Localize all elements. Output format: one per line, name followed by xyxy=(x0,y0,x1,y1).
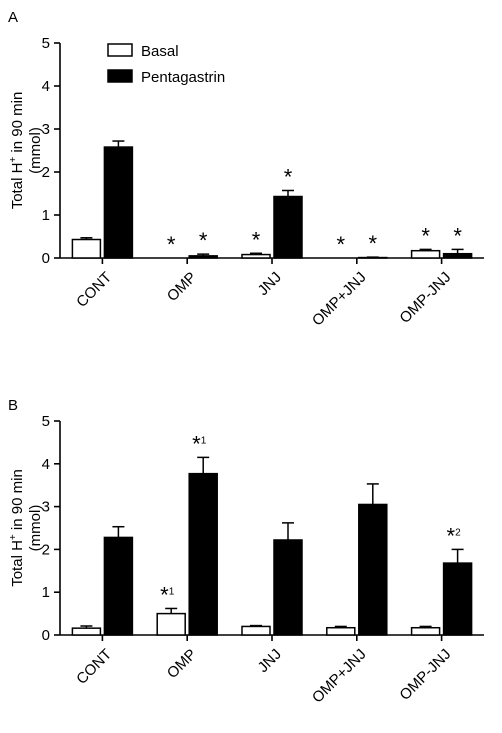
significance-marker: *2 xyxy=(447,523,462,548)
bar-basal-omp-jnj xyxy=(327,628,355,635)
bar-basal-omp-jnj xyxy=(412,628,440,635)
panel-label: A xyxy=(8,9,18,26)
bar-pentagastrin-omp-jnj xyxy=(444,254,472,258)
legend-swatch-basal xyxy=(108,44,132,56)
y-tick-label: 4 xyxy=(42,456,50,473)
x-tick-label: OMP xyxy=(164,269,200,305)
bar-pentagastrin-omp xyxy=(189,256,217,258)
bar-basal-jnj xyxy=(242,255,270,258)
x-tick-label: JNJ xyxy=(255,269,285,299)
legend-swatch-pentagastrin xyxy=(108,70,132,82)
legend-label-pentagastrin: Pentagastrin xyxy=(141,69,225,86)
y-tick-label: 0 xyxy=(42,627,50,644)
significance-marker: * xyxy=(337,232,346,257)
y-tick-label: 5 xyxy=(42,35,50,52)
bar-pentagastrin-jnj xyxy=(274,540,302,635)
x-tick-label: OMP xyxy=(164,646,200,682)
y-tick-label: 0 xyxy=(42,250,50,267)
y-tick-label: 2 xyxy=(42,541,50,558)
significance-marker: * xyxy=(369,231,378,256)
x-tick-label: CONT xyxy=(73,269,115,311)
bar-basal-omp-jnj xyxy=(412,251,440,258)
x-tick-label: JNJ xyxy=(255,646,285,676)
bar-basal-jnj xyxy=(242,626,270,635)
bar-pentagastrin-cont xyxy=(104,147,132,258)
y-tick-label: 5 xyxy=(42,413,50,430)
y-tick-label: 1 xyxy=(42,584,50,601)
bar-pentagastrin-omp-jnj xyxy=(444,563,472,635)
x-tick-label: OMP+JNJ xyxy=(309,269,370,330)
y-tick-label: 1 xyxy=(42,207,50,224)
y-tick-label: 3 xyxy=(42,121,50,138)
significance-marker: *1 xyxy=(192,431,207,456)
significance-marker: * xyxy=(421,223,430,248)
y-tick-label: 4 xyxy=(42,78,50,95)
significance-marker: * xyxy=(453,223,462,248)
y-tick-label: 2 xyxy=(42,164,50,181)
x-tick-label: OMP+JNJ xyxy=(309,646,370,707)
bar-pentagastrin-omp xyxy=(189,474,217,635)
y-axis-label-line1: Total H+ in 90 min xyxy=(8,469,26,587)
x-tick-label: OMP-JNJ xyxy=(396,269,454,327)
significance-marker: * xyxy=(199,228,208,253)
significance-marker: * xyxy=(252,227,261,252)
bar-basal-cont xyxy=(72,240,100,258)
significance-marker: *1 xyxy=(160,582,175,607)
significance-marker: * xyxy=(284,164,293,189)
bar-pentagastrin-cont xyxy=(104,537,132,635)
legend-label-basal: Basal xyxy=(141,43,179,60)
x-tick-label: CONT xyxy=(73,646,115,688)
y-tick-label: 3 xyxy=(42,499,50,516)
bar-pentagastrin-omp-jnj xyxy=(359,504,387,635)
significance-marker: * xyxy=(167,232,176,257)
bar-pentagastrin-jnj xyxy=(274,197,302,258)
y-axis-label-line1: Total H+ in 90 min xyxy=(8,92,26,210)
panel-label: B xyxy=(8,397,18,414)
bar-basal-omp xyxy=(157,614,185,635)
bar-basal-cont xyxy=(72,628,100,635)
x-tick-label: OMP-JNJ xyxy=(396,646,454,704)
